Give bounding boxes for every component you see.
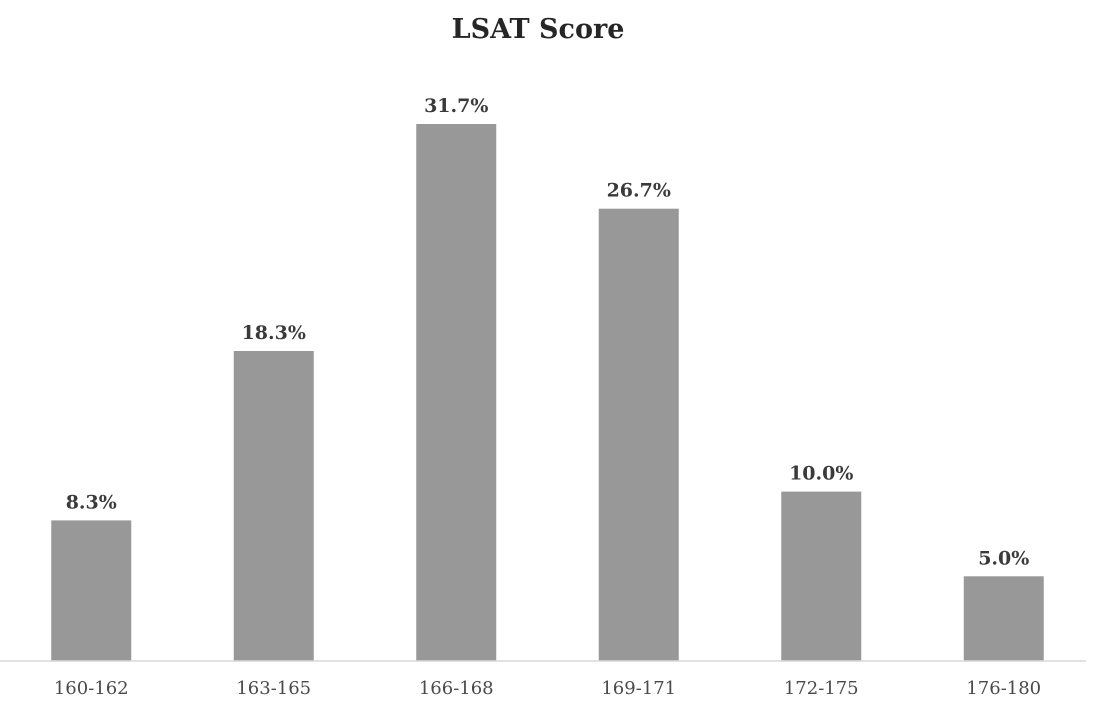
bar-160-162 <box>51 520 132 661</box>
x-tick-label-160-162: 160-162 <box>54 678 129 699</box>
data-label-163-165: 18.3% <box>242 322 306 344</box>
data-label-176-180: 5.0% <box>978 547 1029 569</box>
x-tick-label-176-180: 176-180 <box>966 678 1041 699</box>
data-label-172-175: 10.0% <box>789 463 853 485</box>
bar-176-180 <box>963 576 1044 661</box>
bar-163-165 <box>233 350 314 661</box>
data-label-166-168: 31.7% <box>424 95 488 117</box>
x-tick-label-172-175: 172-175 <box>784 678 859 699</box>
bar-166-168 <box>416 124 497 661</box>
x-tick-label-163-165: 163-165 <box>236 678 311 699</box>
x-tick-label-169-171: 169-171 <box>601 678 676 699</box>
data-labels-group: 8.3% 18.3% 31.7% 26.7% 10.0% 5.0% <box>66 95 1030 569</box>
x-tick-labels-group: 160-162 163-165 166-168 169-171 172-175 176-1… <box>54 678 1041 699</box>
data-label-160-162: 8.3% <box>66 491 117 513</box>
bars-group <box>51 124 1044 661</box>
chart-title: LSAT Score <box>452 14 625 45</box>
x-tick-label-166-168: 166-168 <box>419 678 494 699</box>
bar-169-171 <box>598 208 679 661</box>
data-label-169-171: 26.7% <box>607 180 671 202</box>
bar-172-175 <box>781 491 862 661</box>
